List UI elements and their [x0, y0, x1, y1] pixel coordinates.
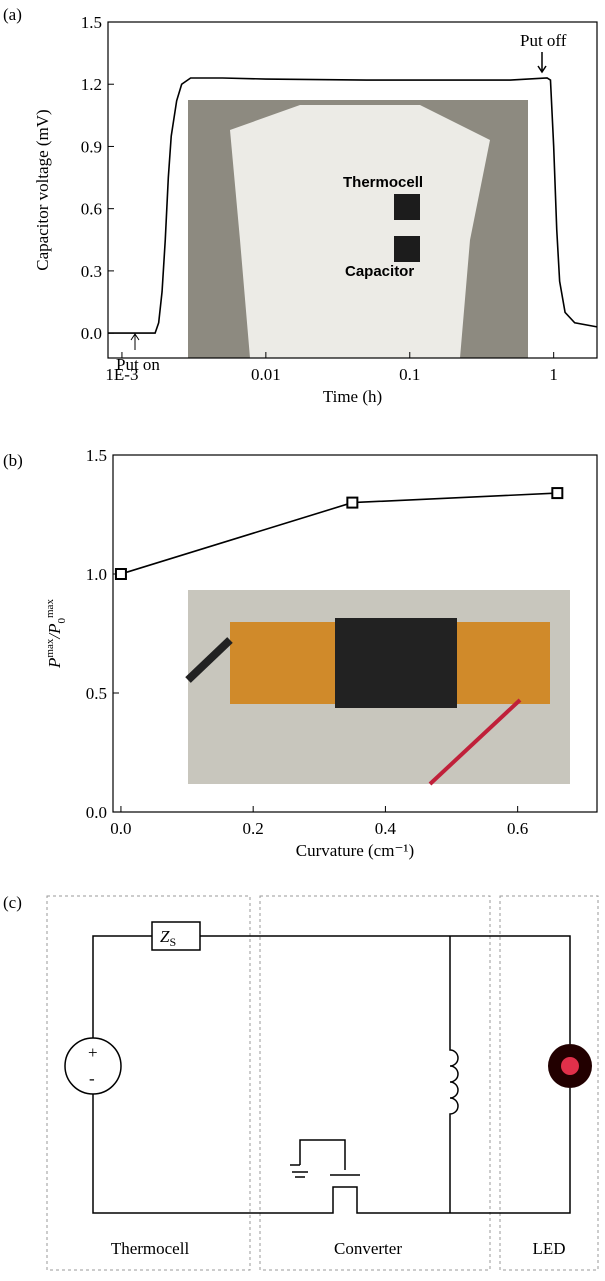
x-axis-label: Curvature (cm⁻¹): [296, 841, 414, 860]
marker: [347, 498, 357, 508]
x-tick-label: 0.0: [110, 819, 131, 838]
thermocell-patch: [394, 194, 420, 220]
y-label-part: max: [44, 599, 56, 618]
x-tick-label: 1: [549, 365, 558, 384]
y-tick-label: 1.0: [86, 565, 107, 584]
x-tick-label: 0.1: [399, 365, 420, 384]
y-label-part: P: [45, 658, 64, 669]
page: (a) (b) (c) ZS + - Thermocell Converter …: [0, 0, 605, 1281]
annotation: Put on: [116, 355, 160, 374]
data-line: [121, 493, 557, 574]
x-tick-label: 0.2: [243, 819, 264, 838]
y-label-part: /P: [45, 624, 64, 640]
tshirt: [230, 105, 490, 358]
z-sub: S: [169, 935, 176, 949]
photo-label: Capacitor: [345, 263, 414, 280]
x-tick-label: 0.6: [507, 819, 528, 838]
section-boxes: [47, 896, 598, 1270]
y-label-part: 0: [56, 618, 68, 624]
figure: (a) (b) (c) ZS + - Thermocell Converter …: [0, 0, 605, 1276]
x-tick-label: 0.01: [251, 365, 281, 384]
capacitor-patch: [394, 236, 420, 262]
y-label-part: max: [44, 638, 56, 657]
minus: -: [89, 1069, 95, 1088]
led-glow: [561, 1057, 579, 1075]
panel-label: (c): [3, 893, 22, 912]
y-tick-label: 1.2: [81, 75, 102, 94]
circuit: [65, 922, 570, 1213]
plus: +: [88, 1043, 98, 1062]
y-tick-label: 1.5: [86, 446, 107, 465]
y-tick-label: 0.0: [81, 324, 102, 343]
y-tick-label: 0.3: [81, 262, 102, 281]
annotation: Put off: [520, 31, 567, 50]
panel-label: (b): [3, 451, 23, 470]
box: [260, 896, 490, 1270]
arrow: [131, 334, 139, 350]
y-axis-label: Pmax/P0max: [44, 599, 68, 669]
panel-label: (a): [3, 5, 22, 24]
y-tick-label: 0.5: [86, 684, 107, 703]
x-axis-label: Time (h): [323, 387, 382, 406]
y-tick-label: 0.9: [81, 137, 102, 156]
y-tick-label: 0.0: [86, 803, 107, 822]
transistor: [290, 1140, 360, 1177]
arrow: [538, 52, 546, 72]
y-axis-label: Capacitor voltage (mV): [33, 109, 52, 270]
marker: [116, 569, 126, 579]
x-tick-label: 0.4: [375, 819, 397, 838]
inductor: [450, 936, 458, 1213]
y-tick-label: 1.5: [81, 13, 102, 32]
marker: [552, 488, 562, 498]
section-label: Converter: [334, 1239, 402, 1258]
photo-label: Thermocell: [343, 174, 423, 191]
y-tick-label: 0.6: [81, 200, 102, 219]
wires: [93, 936, 570, 1213]
section-label: Thermocell: [111, 1239, 190, 1258]
thermocell-band: [335, 618, 457, 708]
section-label: LED: [532, 1239, 565, 1258]
